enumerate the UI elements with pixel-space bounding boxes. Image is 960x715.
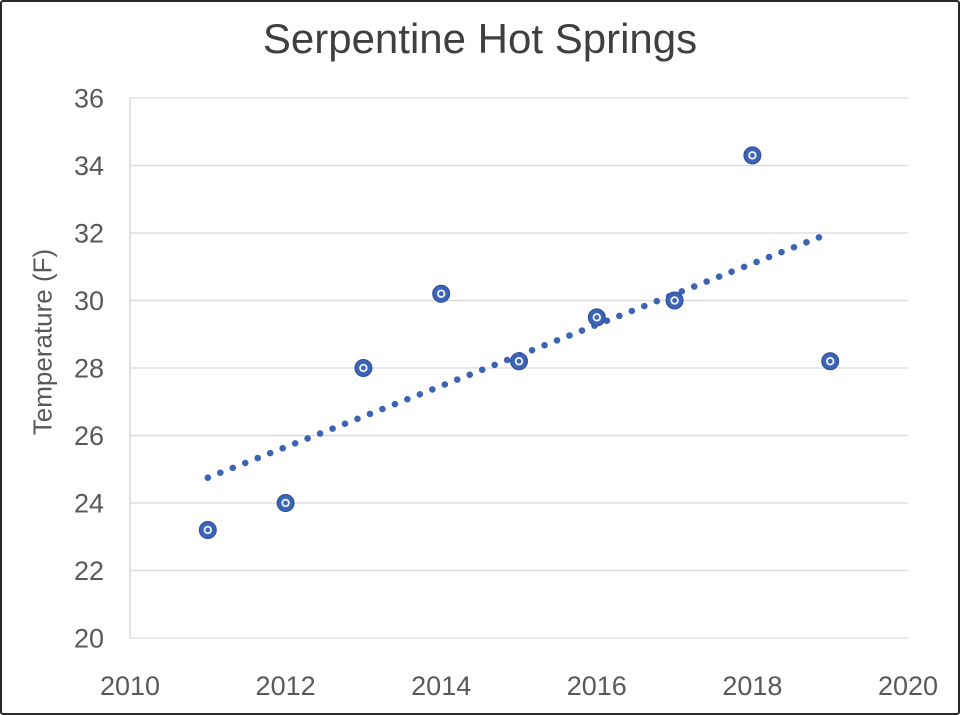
x-tick-label-2018: 2018 bbox=[722, 671, 782, 701]
x-tick-label-2020: 2020 bbox=[878, 671, 938, 701]
y-tick-label-22: 22 bbox=[74, 556, 104, 586]
y-tick-label-30: 30 bbox=[74, 286, 104, 316]
x-tick-label-2010: 2010 bbox=[100, 671, 160, 701]
data-point-inner-ring-2011 bbox=[203, 525, 213, 535]
data-point-2018 bbox=[743, 146, 762, 165]
data-point-2011 bbox=[198, 521, 217, 539]
data-point-inner-ring-2017 bbox=[670, 296, 679, 305]
y-tick-label-20: 20 bbox=[74, 624, 104, 654]
data-point-inner-ring-2012 bbox=[281, 498, 290, 508]
data-point-2014 bbox=[432, 284, 451, 303]
x-tick-label-2016: 2016 bbox=[567, 671, 627, 701]
data-point-inner-ring-2014 bbox=[436, 289, 446, 299]
data-point-inner-ring-2019 bbox=[825, 357, 835, 366]
data-point-2016 bbox=[587, 308, 606, 327]
data-point-2017 bbox=[665, 291, 684, 310]
data-point-2019 bbox=[821, 352, 840, 371]
y-tick-label-24: 24 bbox=[74, 489, 104, 519]
data-point-inner-ring-2015 bbox=[514, 357, 524, 366]
data-point-2012 bbox=[276, 494, 295, 512]
data-point-2015 bbox=[510, 352, 528, 371]
x-tick-label-2014: 2014 bbox=[411, 671, 471, 701]
data-point-inner-ring-2016 bbox=[592, 313, 602, 322]
chart-title: Serpentine Hot Springs bbox=[262, 15, 698, 62]
y-tick-label-32: 32 bbox=[74, 219, 104, 249]
y-tick-label-34: 34 bbox=[74, 151, 104, 181]
y-tick-label-28: 28 bbox=[74, 354, 104, 384]
y-tick-label-36: 36 bbox=[74, 84, 104, 114]
x-tick-label-2012: 2012 bbox=[256, 671, 316, 701]
data-point-2013 bbox=[354, 359, 373, 377]
data-point-inner-ring-2013 bbox=[359, 363, 368, 373]
data-point-inner-ring-2018 bbox=[748, 151, 757, 160]
y-tick-label-26: 26 bbox=[74, 421, 104, 451]
